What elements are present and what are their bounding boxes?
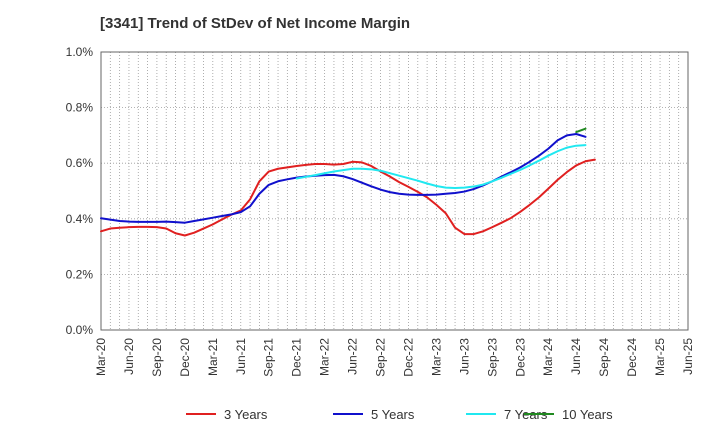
series-line-7-years <box>295 144 587 189</box>
legend-label: 10 Years <box>562 407 613 422</box>
x-tick-label: Sep-22 <box>374 338 388 377</box>
x-tick-label: Jun-20 <box>122 338 136 375</box>
x-tick-label: Jun-25 <box>681 338 695 375</box>
y-tick-label: 0.0% <box>66 323 94 337</box>
x-tick-label: Sep-23 <box>485 338 499 377</box>
x-tick-label: Dec-22 <box>401 338 415 377</box>
legend-label: 5 Years <box>371 407 415 422</box>
series-line-5-years <box>100 133 587 224</box>
x-tick-label: Jun-23 <box>457 338 471 375</box>
x-tick-label: Mar-20 <box>94 338 108 376</box>
legend-label: 3 Years <box>224 407 268 422</box>
y-tick-label: 1.0% <box>66 45 94 59</box>
x-tick-label: Dec-21 <box>290 338 304 377</box>
x-tick-label: Sep-21 <box>262 338 276 377</box>
y-tick-label: 0.8% <box>66 101 94 115</box>
x-tick-label: Sep-20 <box>150 338 164 377</box>
plot-area <box>101 52 688 330</box>
x-tick-label: Dec-23 <box>513 338 527 377</box>
y-tick-label: 0.4% <box>66 212 94 226</box>
plot-border <box>100 51 689 331</box>
chart-title: [3341] Trend of StDev of Net Income Marg… <box>100 15 411 32</box>
x-tick-label: Mar-23 <box>429 338 443 376</box>
series-line-3-years <box>100 158 596 237</box>
x-tick-label: Jun-22 <box>346 338 360 375</box>
series-line-10-years <box>575 127 587 134</box>
x-tick-label: Dec-24 <box>625 338 639 377</box>
x-tick-label: Jun-24 <box>569 338 583 375</box>
x-tick-label: Sep-24 <box>597 338 611 377</box>
x-tick-label: Dec-20 <box>178 338 192 377</box>
x-tick-label: Mar-25 <box>653 338 667 376</box>
x-tick-label: Mar-24 <box>541 338 555 376</box>
y-tick-label: 0.2% <box>66 267 94 281</box>
x-tick-label: Mar-21 <box>206 338 220 376</box>
x-tick-label: Mar-22 <box>318 338 332 376</box>
x-tick-label: Jun-21 <box>234 338 248 375</box>
y-tick-label: 0.6% <box>66 156 94 170</box>
